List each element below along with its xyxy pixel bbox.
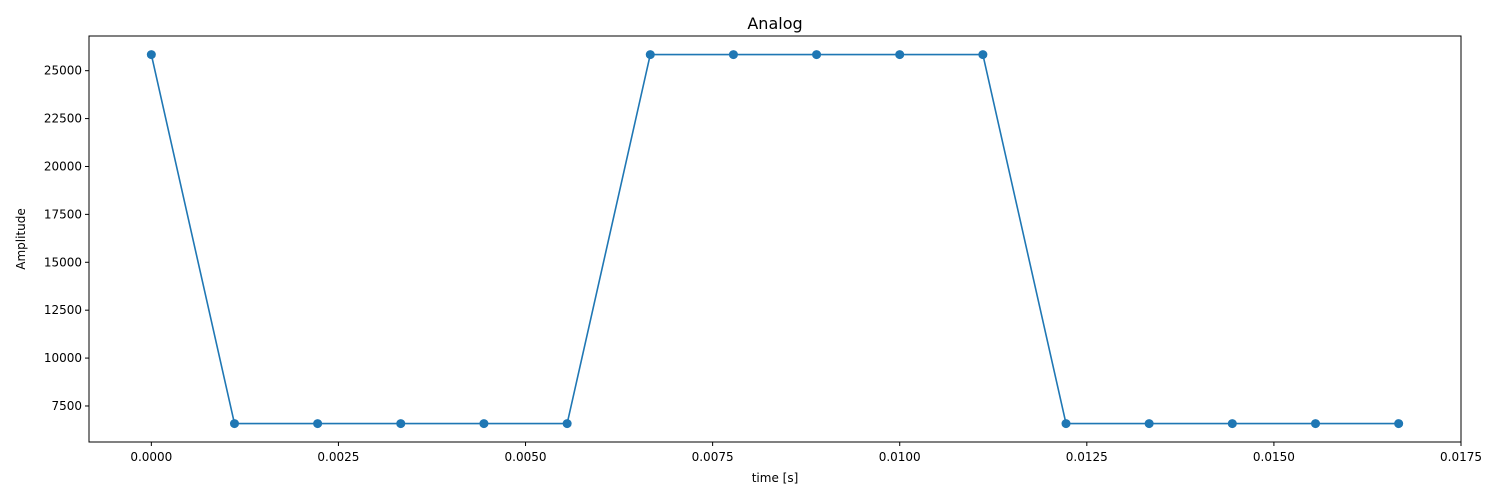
data-point-marker [895, 50, 905, 60]
data-point-marker [1227, 419, 1237, 429]
data-point-marker [645, 50, 655, 60]
y-tick-label: 22500 [44, 112, 82, 126]
data-point-marker [313, 419, 323, 429]
x-axis-label: time [s] [752, 471, 799, 485]
data-point-marker [978, 50, 988, 60]
x-tick-label: 0.0075 [692, 450, 734, 464]
x-tick-label: 0.0050 [505, 450, 547, 464]
data-point-marker [812, 50, 822, 60]
y-tick-label: 17500 [44, 207, 82, 221]
x-tick-label: 0.0175 [1440, 450, 1482, 464]
plot-area [146, 50, 1404, 429]
data-point-marker [1061, 419, 1071, 429]
x-tick-label: 0.0100 [879, 450, 921, 464]
x-tick-label: 0.0025 [317, 450, 359, 464]
y-tick-label: 25000 [44, 64, 82, 78]
data-point-marker [1394, 419, 1404, 429]
data-point-marker [1144, 419, 1154, 429]
y-axis-label: Amplitude [14, 208, 28, 270]
x-axis-ticks: 0.0000 0.0025 0.0050 0.0075 0.0100 0.0125 0.01… [130, 442, 1482, 464]
y-tick-label: 10000 [44, 351, 82, 365]
data-point-marker [479, 419, 489, 429]
x-tick-label: 0.0125 [1066, 450, 1108, 464]
data-point-marker [229, 419, 239, 429]
data-point-marker [728, 50, 738, 60]
axes-frame [88, 35, 1462, 443]
y-axis-ticks: 7500 10000 12500 15000 17500 20000 22500 25000 [44, 64, 89, 413]
chart-title: Analog [747, 14, 802, 33]
series-line [150, 53, 1399, 425]
x-tick-label: 0.0150 [1253, 450, 1295, 464]
y-tick-label: 20000 [44, 159, 82, 173]
y-tick-label: 15000 [44, 255, 82, 269]
data-point-marker [1311, 419, 1321, 429]
y-tick-label: 7500 [51, 399, 82, 413]
data-point-marker [562, 419, 572, 429]
y-tick-label: 12500 [44, 303, 82, 317]
data-point-marker [146, 50, 156, 60]
x-tick-label: 0.0000 [130, 450, 172, 464]
data-point-marker [396, 419, 406, 429]
